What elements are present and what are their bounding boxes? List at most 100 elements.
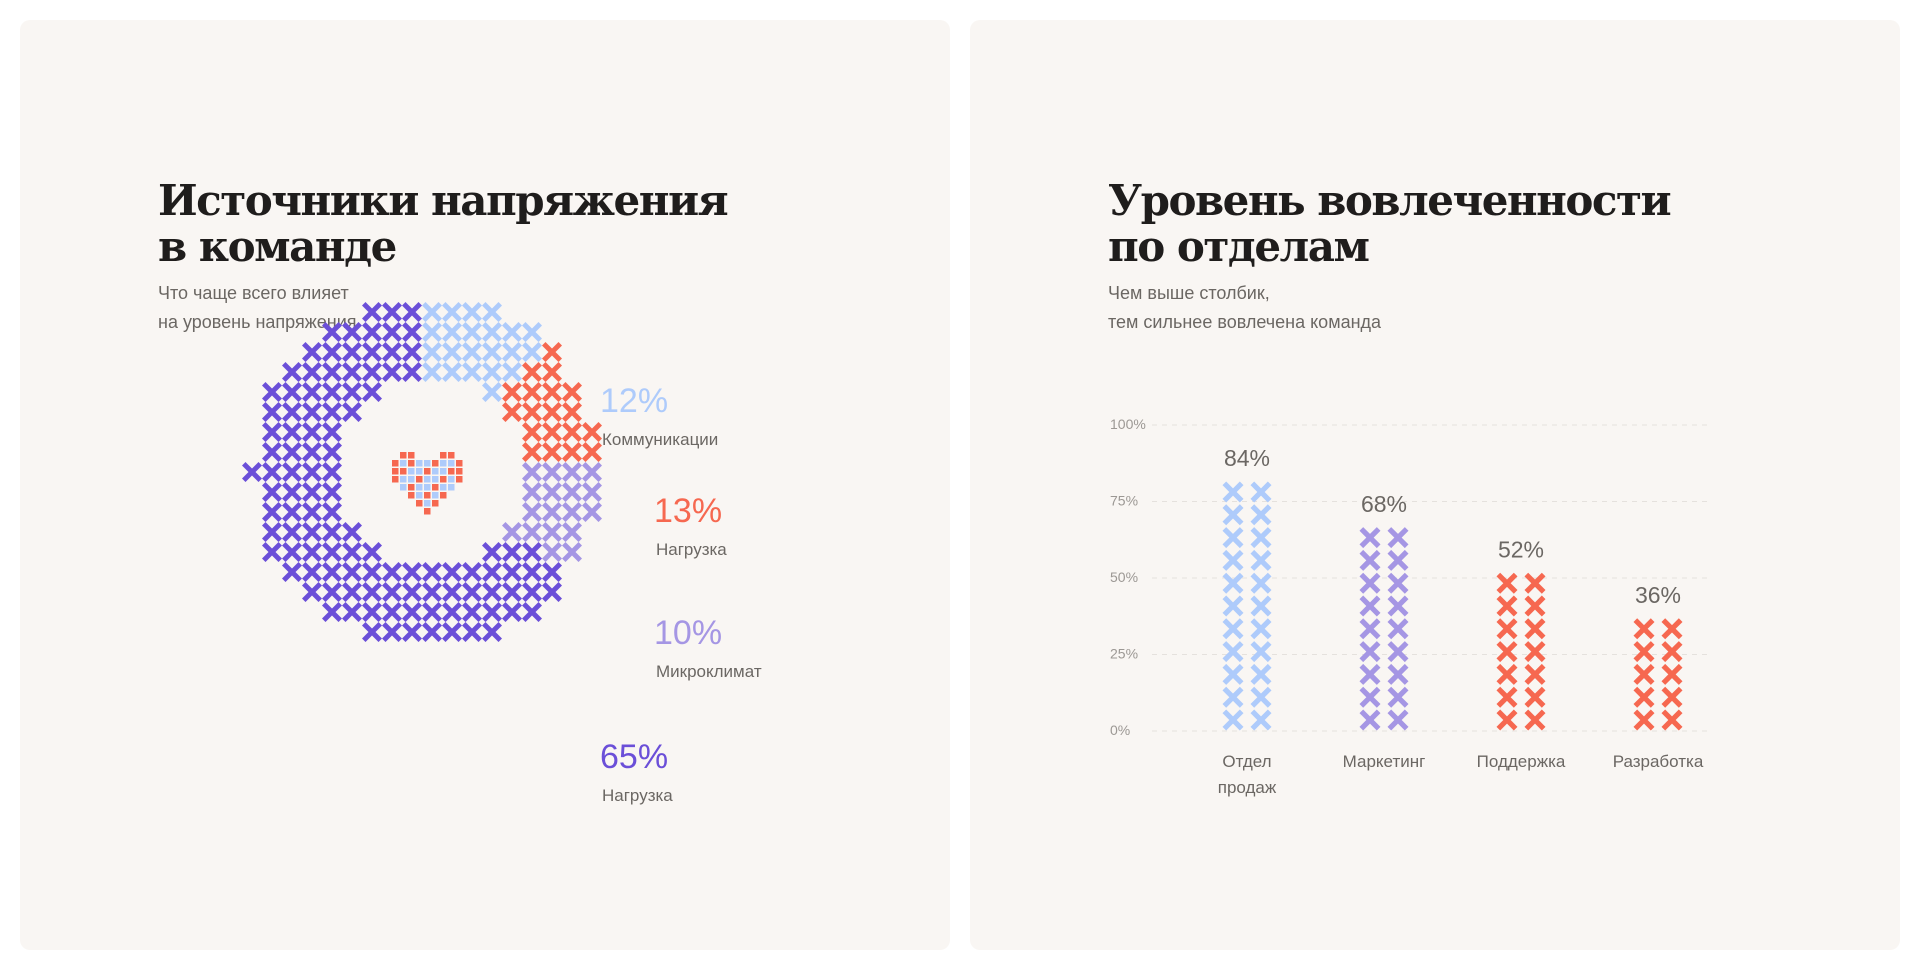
donut-cross-4	[342, 382, 362, 402]
donut-cross-3	[542, 502, 562, 522]
bar-cross	[1524, 641, 1546, 663]
donut-cross-4	[362, 542, 382, 562]
bar-cross	[1496, 572, 1518, 594]
donut-cross-4	[382, 622, 402, 642]
donut-cross-1	[502, 322, 522, 342]
bar-cross	[1524, 686, 1546, 708]
donut-cross-4	[482, 542, 502, 562]
donut-cross-4	[382, 342, 402, 362]
donut-cross-4	[362, 302, 382, 322]
engagement-bar-chart: 0% 25% 50% 75% 100% 84% Отдел продаж 68% Маркетин…	[1110, 416, 1710, 797]
donut-cross-4	[282, 542, 302, 562]
donut-cross-3	[562, 522, 582, 542]
donut-cross-2	[582, 422, 602, 442]
donut-legend-item: 13% Нагрузка	[654, 492, 727, 559]
donut-cross-1	[522, 342, 542, 362]
subtitle-line: на уровень напряжения	[158, 312, 357, 332]
donut-cross-2	[522, 442, 542, 462]
donut-cross-1	[442, 342, 462, 362]
bar-cross	[1359, 549, 1381, 571]
bar-cross	[1387, 572, 1409, 594]
donut-cross-1	[462, 302, 482, 322]
donut-cross-3	[562, 542, 582, 562]
donut-cross-4	[422, 602, 442, 622]
donut-cross-2	[542, 402, 562, 422]
donut-cross-4	[422, 582, 442, 602]
donut-legend-item: 10% Микроклимат	[654, 614, 762, 681]
donut-cross-2	[542, 362, 562, 382]
bar-cross	[1222, 504, 1244, 526]
donut-cross-3	[522, 482, 542, 502]
engagement-title: Уровень вовлеченности по отделам	[1108, 178, 1672, 270]
donut-cross-4	[382, 562, 402, 582]
donut-cross-4	[362, 562, 382, 582]
donut-cross-4	[522, 602, 542, 622]
donut-cross-4	[522, 582, 542, 602]
donut-cross-4	[382, 602, 402, 622]
donut-cross-4	[522, 562, 542, 582]
donut-cross-1	[422, 362, 442, 382]
donut-cross-4	[342, 582, 362, 602]
bar-cross	[1524, 595, 1546, 617]
donut-cross-4	[462, 562, 482, 582]
donut-cross-4	[502, 602, 522, 622]
bar-cross	[1250, 618, 1272, 640]
donut-cross-1	[482, 382, 502, 402]
donut-cross-1	[482, 302, 502, 322]
donut-cross-4	[342, 542, 362, 562]
slice-percent-label: 12%	[600, 382, 668, 420]
bar-cross	[1496, 641, 1518, 663]
donut-cross-4	[362, 362, 382, 382]
donut-cross-4	[362, 342, 382, 362]
title-line: Источники напряжения	[158, 176, 729, 225]
donut-cross-2	[542, 422, 562, 442]
bar-cross	[1496, 595, 1518, 617]
donut-cross-4	[262, 402, 282, 422]
donut-cross-3	[562, 462, 582, 482]
bar-cross	[1222, 481, 1244, 503]
bar-cross	[1250, 663, 1272, 685]
donut-cross-4	[502, 582, 522, 602]
donut-cross-2	[542, 342, 562, 362]
bar-cross	[1250, 686, 1272, 708]
donut-cross-4	[502, 542, 522, 562]
bar-value-label: 52%	[1498, 536, 1544, 562]
donut-cross-1	[462, 342, 482, 362]
x-category-label: Маркетинг	[1343, 752, 1426, 771]
donut-cross-1	[422, 342, 442, 362]
donut-cross-4	[282, 382, 302, 402]
donut-cross-4	[302, 482, 322, 502]
donut-legend-item: 65% Нагрузка	[600, 738, 673, 805]
donut-cross-3	[562, 502, 582, 522]
subtitle-line: Что чаще всего влияет	[158, 283, 349, 303]
slice-category-label: Нагрузка	[656, 540, 727, 559]
bar-cross	[1387, 663, 1409, 685]
bar-cross	[1661, 641, 1683, 663]
bar-cross	[1359, 641, 1381, 663]
y-tick-label: 0%	[1110, 722, 1130, 738]
donut-cross-2	[542, 382, 562, 402]
donut-cross-2	[562, 382, 582, 402]
bar-cross	[1250, 641, 1272, 663]
donut-cross-4	[322, 402, 342, 422]
bar-cross	[1496, 618, 1518, 640]
donut-cross-4	[322, 382, 342, 402]
donut-cross-4	[402, 362, 422, 382]
donut-cross-4	[322, 522, 342, 542]
donut-cross-1	[462, 322, 482, 342]
donut-cross-4	[302, 382, 322, 402]
donut-cross-1	[482, 362, 502, 382]
donut-cross-4	[322, 482, 342, 502]
donut-cross-4	[382, 362, 402, 382]
donut-cross-4	[282, 422, 302, 442]
bar-cross	[1359, 572, 1381, 594]
bar-cross	[1359, 618, 1381, 640]
bar-cross	[1250, 481, 1272, 503]
donut-cross-1	[462, 362, 482, 382]
donut-cross-3	[542, 482, 562, 502]
donut-cross-4	[302, 402, 322, 422]
donut-cross-4	[322, 602, 342, 622]
donut-cross-4	[302, 462, 322, 482]
donut-cross-4	[442, 562, 462, 582]
pixel-heart-icon	[392, 452, 463, 515]
